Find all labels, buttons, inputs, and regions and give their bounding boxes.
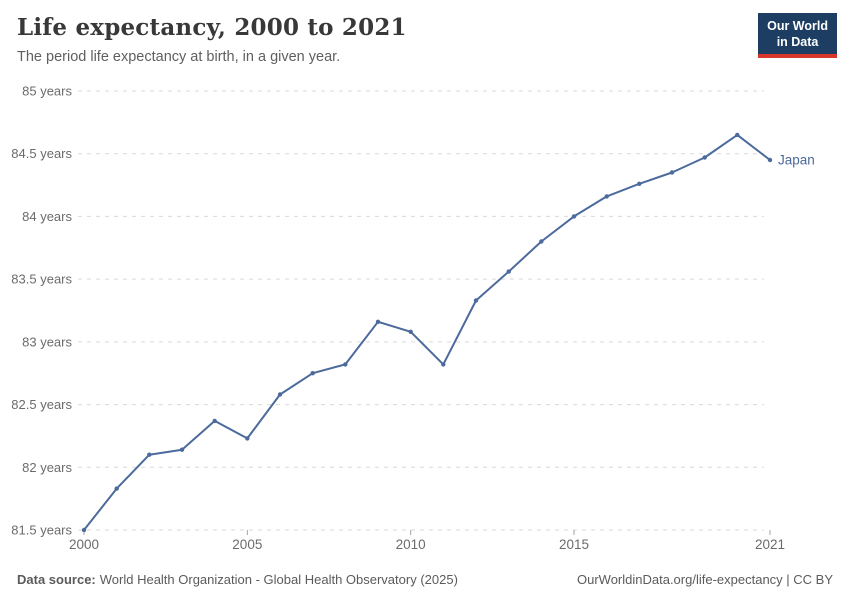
data-point[interactable] bbox=[114, 486, 119, 491]
y-axis-tick-label: 85 years bbox=[22, 84, 72, 99]
data-point[interactable] bbox=[539, 239, 544, 244]
x-axis-tick-label: 2005 bbox=[232, 537, 262, 552]
data-point[interactable] bbox=[375, 319, 381, 324]
data-point[interactable] bbox=[277, 392, 283, 397]
data-point[interactable] bbox=[669, 170, 675, 175]
data-line-japan[interactable] bbox=[83, 133, 771, 531]
data-point[interactable] bbox=[571, 214, 577, 219]
data-source-note: Data source: World Health Organization - … bbox=[17, 572, 458, 587]
y-axis-tick-label: 83 years bbox=[22, 334, 72, 349]
data-point[interactable] bbox=[81, 527, 87, 533]
data-point[interactable] bbox=[343, 362, 348, 367]
attribution-link[interactable]: OurWorldinData.org/life-expectancy | CC … bbox=[576, 572, 833, 587]
data-point[interactable] bbox=[735, 132, 740, 138]
data-point[interactable] bbox=[506, 269, 511, 274]
data-point[interactable] bbox=[147, 452, 152, 457]
y-axis-tick-label: 81.5 years bbox=[11, 523, 72, 538]
data-point[interactable] bbox=[212, 418, 217, 424]
chart-title: Life expectancy, 2000 to 2021 bbox=[17, 14, 407, 41]
owid-logo-line1: Our World bbox=[767, 19, 828, 33]
data-point[interactable] bbox=[310, 371, 315, 376]
owid-logo-line2: in Data bbox=[776, 34, 819, 49]
y-axis-tick-label: 84.5 years bbox=[11, 146, 72, 161]
chart-header: Life expectancy, 2000 to 2021 The period… bbox=[17, 14, 740, 65]
chart-footer: Data source: World Health Organization - … bbox=[17, 572, 833, 587]
x-axis-tick-label: 2010 bbox=[396, 537, 426, 552]
data-point[interactable] bbox=[179, 447, 185, 452]
data-source-text: World Health Organization - Global Healt… bbox=[99, 572, 458, 587]
data-source-label: Data source: bbox=[17, 572, 96, 587]
x-axis-tick-label: 2021 bbox=[755, 537, 785, 552]
y-axis-tick-label: 82.5 years bbox=[11, 397, 72, 412]
data-point[interactable] bbox=[767, 157, 773, 163]
owid-logo[interactable]: Our World in Data bbox=[758, 13, 837, 59]
series-end-label[interactable]: Japan bbox=[778, 152, 815, 167]
data-point[interactable] bbox=[408, 329, 413, 334]
x-axis-tick-label: 2000 bbox=[69, 537, 99, 552]
y-axis-tick-label: 83.5 years bbox=[11, 272, 72, 287]
data-point[interactable] bbox=[702, 155, 707, 160]
y-axis-tick-label: 84 years bbox=[22, 209, 72, 224]
data-point[interactable] bbox=[473, 298, 479, 303]
data-point[interactable] bbox=[604, 194, 609, 199]
data-point[interactable] bbox=[441, 362, 446, 367]
data-point[interactable] bbox=[245, 436, 250, 441]
x-axis-tick-label: 2015 bbox=[559, 537, 589, 552]
line-chart-svg: 81.5 years 82 years 82.5 years 83 years 83.5… bbox=[11, 84, 815, 553]
y-axis-tick-label: 82 years bbox=[22, 460, 72, 475]
data-point[interactable] bbox=[637, 181, 642, 186]
chart-subtitle: The period life expectancy at birth, in … bbox=[17, 49, 341, 65]
line-chart-plot-area[interactable]: 81.5 years 82 years 82.5 years 83 years 83.5… bbox=[0, 75, 850, 565]
